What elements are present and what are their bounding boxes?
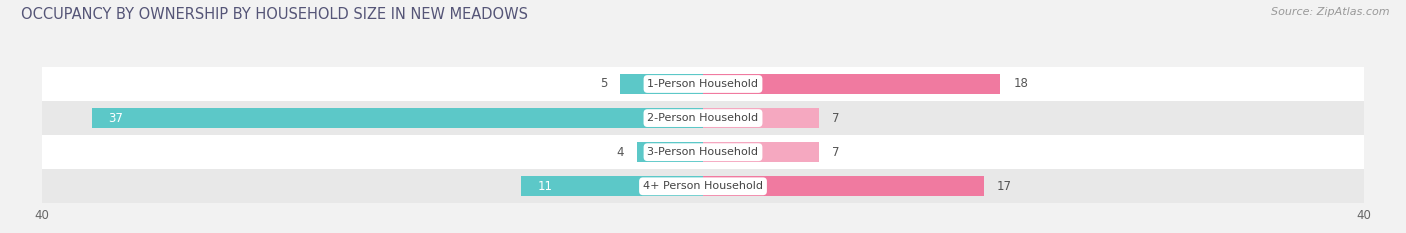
Text: 2-Person Household: 2-Person Household (647, 113, 759, 123)
Text: 17: 17 (997, 180, 1012, 193)
Text: Source: ZipAtlas.com: Source: ZipAtlas.com (1271, 7, 1389, 17)
Text: 7: 7 (832, 146, 839, 159)
Bar (703, 74, 1001, 94)
Text: OCCUPANCY BY OWNERSHIP BY HOUSEHOLD SIZE IN NEW MEADOWS: OCCUPANCY BY OWNERSHIP BY HOUSEHOLD SIZE… (21, 7, 529, 22)
Text: 4+ Person Household: 4+ Person Household (643, 181, 763, 191)
Bar (42, 67, 1364, 101)
Bar (703, 176, 984, 196)
Text: 11: 11 (537, 180, 553, 193)
Text: 5: 5 (600, 78, 607, 90)
Bar (637, 142, 703, 162)
Text: 18: 18 (1014, 78, 1028, 90)
Bar (91, 108, 703, 128)
Bar (620, 74, 703, 94)
Text: 4: 4 (616, 146, 624, 159)
Bar (703, 108, 818, 128)
Text: 3-Person Household: 3-Person Household (648, 147, 758, 157)
Bar (42, 101, 1364, 135)
Text: 7: 7 (832, 112, 839, 125)
Bar (703, 142, 818, 162)
Bar (42, 169, 1364, 203)
Text: 1-Person Household: 1-Person Household (648, 79, 758, 89)
Bar (522, 176, 703, 196)
Bar (42, 135, 1364, 169)
Text: 37: 37 (108, 112, 124, 125)
